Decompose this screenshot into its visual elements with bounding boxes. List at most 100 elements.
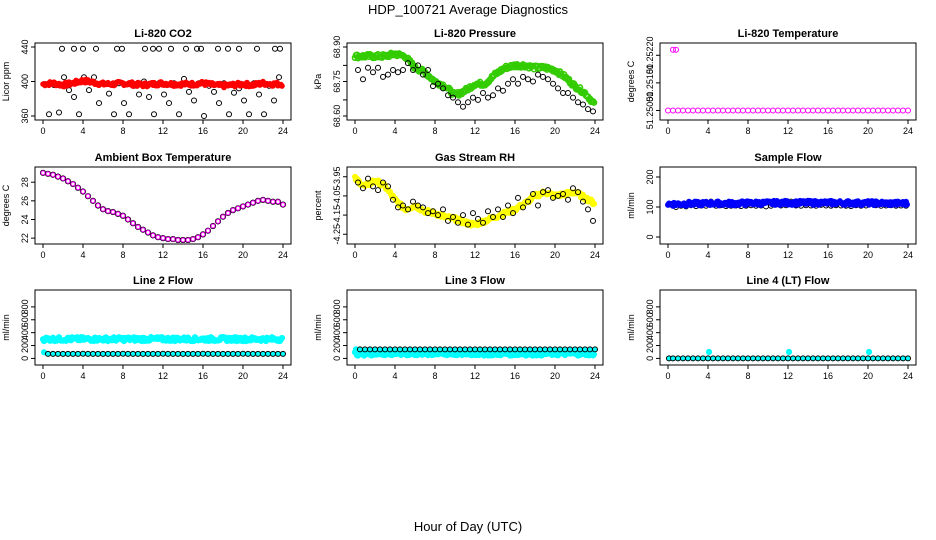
- data-point: [670, 46, 676, 53]
- data-point: [260, 350, 266, 357]
- data-point: [457, 346, 463, 353]
- data-point: [194, 234, 202, 241]
- data-point: [825, 355, 831, 362]
- data-point: [75, 350, 81, 357]
- data-point: [395, 69, 401, 76]
- data-point: [487, 346, 493, 353]
- data-point: [805, 107, 811, 114]
- data-point: [775, 355, 781, 362]
- x-tick-label: 4: [392, 371, 397, 381]
- data-point: [800, 107, 806, 114]
- x-tick-label: 4: [80, 371, 85, 381]
- data-point: [670, 355, 676, 362]
- data-point: [675, 107, 681, 114]
- data-point-inner: [60, 175, 66, 181]
- data-point-inner: [280, 202, 286, 208]
- panel-title: Gas Stream RH: [435, 152, 515, 164]
- y-tick-label: 600: [645, 312, 655, 327]
- data-point: [507, 346, 513, 353]
- y-tick-label: -4.15: [332, 205, 342, 226]
- data-point: [535, 202, 541, 209]
- data-point: [590, 351, 598, 358]
- data-point: [372, 346, 378, 353]
- data-point: [795, 107, 801, 114]
- data-point: [670, 107, 676, 114]
- data-point: [145, 350, 151, 357]
- data-point: [450, 94, 456, 101]
- data-point: [870, 107, 876, 114]
- data-point: [430, 208, 436, 215]
- data-point: [810, 107, 816, 114]
- data-point: [835, 107, 841, 114]
- data-point: [695, 107, 701, 114]
- data-point: [245, 350, 251, 357]
- data-point: [785, 107, 791, 114]
- data-point: [775, 107, 781, 114]
- x-tick-label: 16: [823, 250, 833, 260]
- series-co2_avg: [40, 76, 285, 91]
- data-point: [720, 355, 726, 362]
- data-point: [540, 189, 546, 196]
- data-point: [86, 87, 92, 94]
- data-point: [895, 355, 901, 362]
- x-tick-label: 0: [665, 371, 670, 381]
- figure-xlabel: Hour of Day (UTC): [414, 519, 522, 534]
- panel-p5: Gas Stream RH percent 0 4 8 12 16 20 24 -4.25-4.1…: [313, 152, 604, 260]
- data-point: [690, 355, 696, 362]
- data-point-inner: [230, 207, 236, 213]
- data-point: [675, 355, 681, 362]
- data-point: [480, 90, 486, 96]
- y-tick-label: 200: [645, 338, 655, 353]
- data-point: [502, 346, 508, 353]
- x-tick-label: 8: [432, 126, 437, 136]
- data-point-inner: [55, 174, 61, 180]
- data-point: [277, 45, 283, 52]
- data-point: [90, 350, 96, 357]
- data-point: [735, 107, 741, 114]
- y-tick-label: 100: [645, 199, 655, 214]
- data-point: [465, 99, 471, 106]
- data-point: [150, 350, 156, 357]
- series-line2_cyan_high: [39, 334, 286, 345]
- data-point: [65, 350, 71, 357]
- plot-area: [351, 346, 598, 359]
- data-point: [885, 355, 891, 362]
- data-point: [547, 346, 553, 353]
- data-point: [96, 100, 102, 107]
- data-point: [280, 350, 286, 357]
- data-point: [200, 350, 206, 357]
- x-tick-label: 20: [550, 371, 560, 381]
- data-point: [765, 355, 771, 362]
- data-point: [550, 194, 556, 201]
- data-point: [422, 346, 428, 353]
- data-point: [673, 46, 679, 53]
- data-point: [447, 346, 453, 353]
- data-point: [278, 334, 286, 342]
- data-point: [64, 178, 72, 185]
- x-tick-label: 12: [470, 250, 480, 260]
- data-point: [155, 350, 161, 357]
- data-point: [219, 213, 227, 220]
- plot-area: [39, 169, 287, 243]
- data-point: [505, 202, 511, 209]
- data-point: [715, 107, 721, 114]
- data-point: [236, 45, 242, 52]
- data-point: [860, 107, 866, 114]
- data-point: [440, 85, 446, 92]
- data-point: [85, 350, 91, 357]
- y-tick-label: -4.05: [332, 186, 342, 207]
- panel-title: Li-820 Pressure: [434, 28, 516, 40]
- data-point: [590, 99, 598, 106]
- data-point: [119, 45, 125, 52]
- data-point: [144, 229, 152, 236]
- x-tick-label: 16: [823, 371, 833, 381]
- data-point: [100, 350, 106, 357]
- data-point: [80, 45, 86, 52]
- data-point: [246, 111, 252, 118]
- data-point-inner: [215, 218, 221, 224]
- data-point-inner: [45, 171, 51, 177]
- data-point: [535, 71, 541, 78]
- data-point: [382, 346, 388, 353]
- data-point: [151, 111, 157, 118]
